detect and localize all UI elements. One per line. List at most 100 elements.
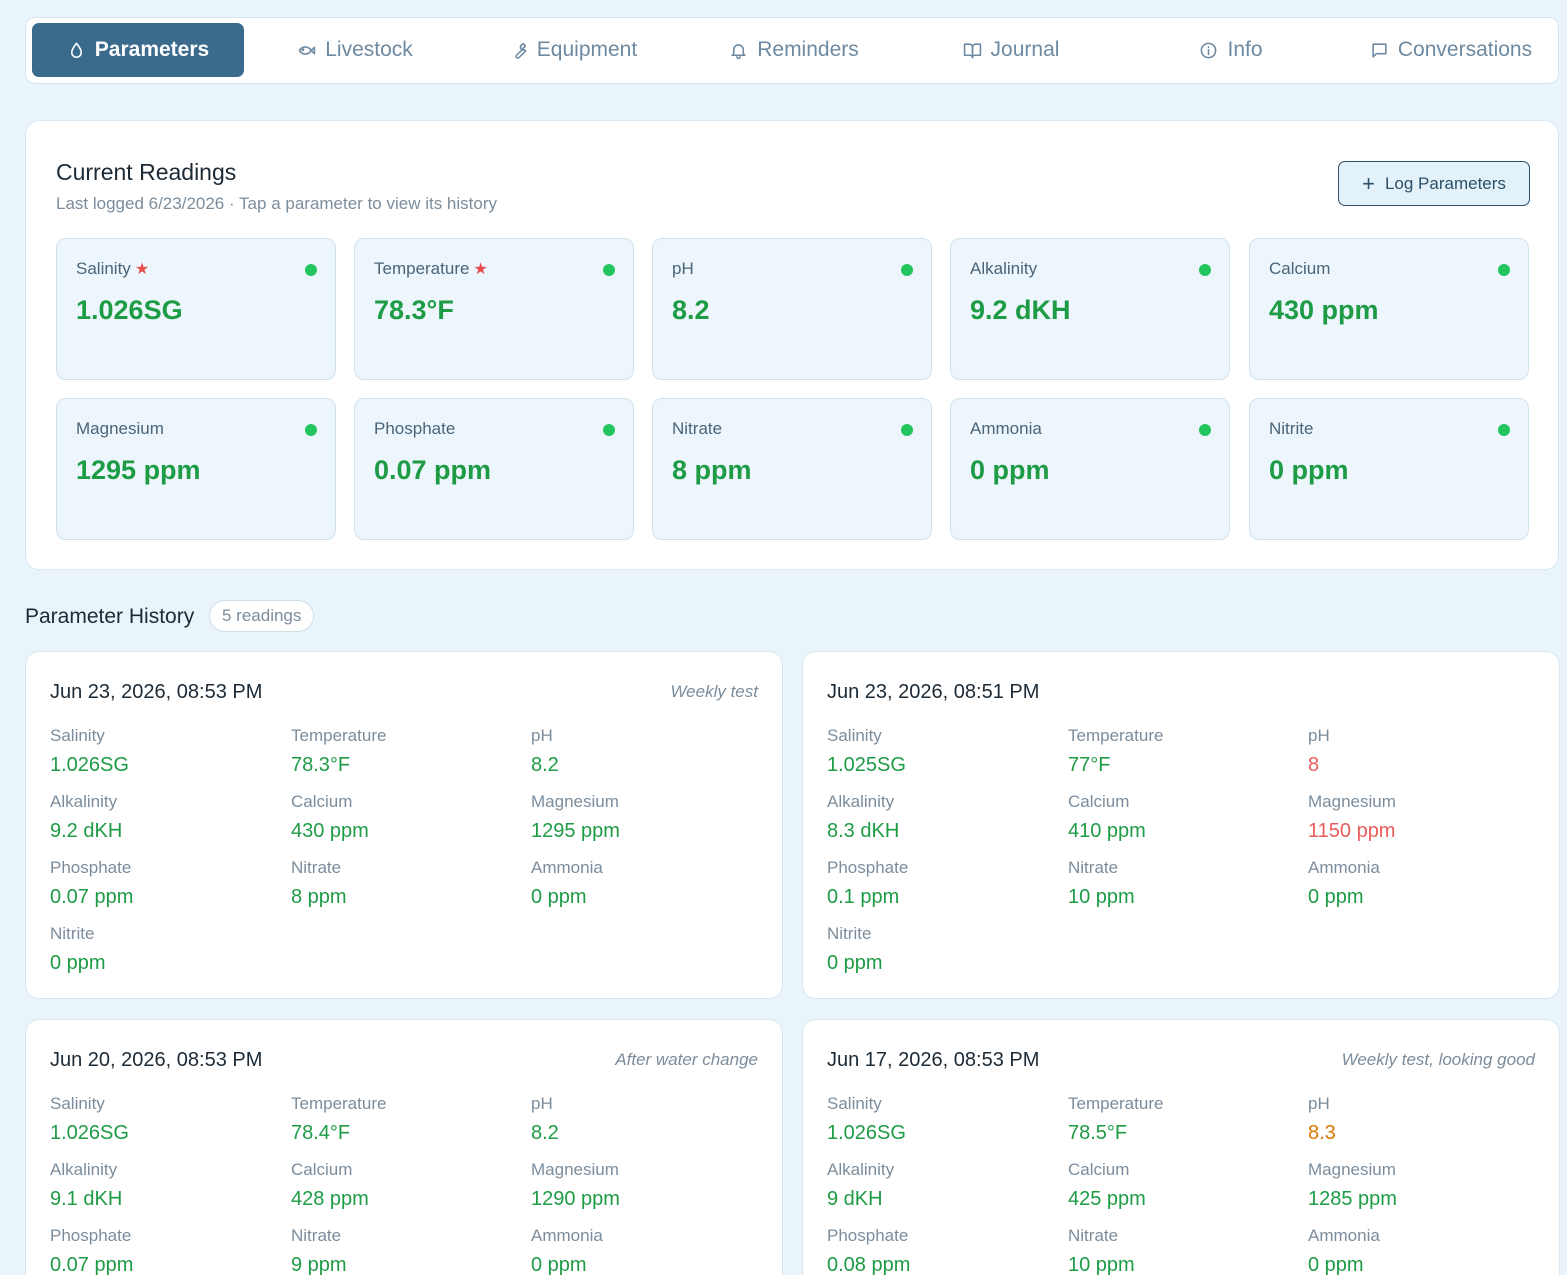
history-entry-card[interactable]: Jun 17, 2026, 08:53 PM Weekly test, looki… bbox=[802, 1019, 1560, 1275]
tab-info[interactable]: Info bbox=[1146, 23, 1316, 77]
reading-cell: Salinity 1.025SG bbox=[827, 726, 1057, 777]
parameter-tile-nitrate[interactable]: Nitrate 8 ppm bbox=[652, 398, 932, 540]
history-entry-card[interactable]: Jun 20, 2026, 08:53 PM After water change… bbox=[25, 1019, 783, 1275]
reading-value: 8.3 dKH bbox=[827, 820, 900, 842]
reading-value: 8.2 bbox=[531, 754, 559, 776]
reading-cell: Ammonia 0 ppm bbox=[531, 1226, 761, 1275]
reading-value: 430 ppm bbox=[291, 820, 369, 842]
parameter-tile-alkalinity[interactable]: Alkalinity 9.2 dKH bbox=[950, 238, 1230, 380]
parameter-name: Temperature ★ bbox=[374, 259, 488, 278]
fish-icon bbox=[298, 45, 316, 55]
current-readings-subtitle: Last logged 6/23/2026 · Tap a parameter … bbox=[56, 194, 497, 213]
reading-label: Magnesium bbox=[1308, 1160, 1396, 1179]
reading-cell: Nitrate 10 ppm bbox=[1068, 1226, 1298, 1275]
parameter-value: 8 ppm bbox=[672, 455, 752, 485]
log-parameters-button[interactable]: + Log Parameters bbox=[1338, 161, 1530, 206]
parameter-tile-calcium[interactable]: Calcium 430 ppm bbox=[1249, 238, 1529, 380]
tab-reminders[interactable]: Reminders bbox=[696, 23, 892, 77]
reading-value: 1150 ppm bbox=[1308, 820, 1396, 842]
reading-label: Temperature bbox=[1068, 1094, 1164, 1113]
reading-cell: Ammonia 0 ppm bbox=[531, 858, 761, 909]
tab-journal[interactable]: Journal bbox=[921, 23, 1101, 77]
reading-value: 0 ppm bbox=[1308, 1254, 1364, 1275]
reading-cell: Calcium 425 ppm bbox=[1068, 1160, 1298, 1211]
tab-parameters[interactable]: Parameters bbox=[32, 23, 244, 77]
reading-label: Magnesium bbox=[531, 792, 619, 811]
reading-value: 1295 ppm bbox=[531, 820, 620, 842]
reading-value: 9.1 dKH bbox=[50, 1188, 123, 1210]
reading-label: Calcium bbox=[1068, 1160, 1130, 1179]
tab-livestock[interactable]: Livestock bbox=[260, 23, 450, 77]
star-icon: ★ bbox=[473, 261, 488, 278]
reading-label: Ammonia bbox=[1308, 858, 1380, 877]
parameter-tile-magnesium[interactable]: Magnesium 1295 ppm bbox=[56, 398, 336, 540]
reading-cell: Nitrate 9 ppm bbox=[291, 1226, 521, 1275]
tab-equipment[interactable]: Equipment bbox=[478, 23, 668, 77]
parameter-tile-temperature[interactable]: Temperature ★ 78.3°F bbox=[354, 238, 634, 380]
wrench-icon bbox=[515, 42, 527, 59]
parameter-tile-nitrite[interactable]: Nitrite 0 ppm bbox=[1249, 398, 1529, 540]
reading-cell: Salinity 1.026SG bbox=[827, 1094, 1057, 1145]
reading-label: Salinity bbox=[827, 1094, 882, 1113]
reading-label: Ammonia bbox=[1308, 1226, 1380, 1245]
parameter-name: Nitrate bbox=[672, 419, 723, 438]
star-icon: ★ bbox=[134, 261, 150, 278]
parameter-tile-phosphate[interactable]: Phosphate 0.07 ppm bbox=[354, 398, 634, 540]
parameter-tile-salinity[interactable]: Salinity ★ 1.026SG bbox=[56, 238, 336, 380]
reading-cell: Magnesium 1295 ppm bbox=[531, 792, 761, 843]
reading-label: Nitrite bbox=[50, 924, 95, 943]
status-dot bbox=[901, 424, 913, 436]
status-dot bbox=[1498, 264, 1510, 276]
reading-label: pH bbox=[531, 1094, 553, 1113]
reading-cell: Salinity 1.026SG bbox=[50, 726, 280, 777]
tab-conversations[interactable]: Conversations bbox=[1351, 23, 1551, 77]
bell-icon bbox=[731, 43, 746, 59]
entry-date: Jun 23, 2026, 08:53 PM bbox=[50, 681, 263, 703]
history-entry-card[interactable]: Jun 23, 2026, 08:53 PM Weekly test Salinit… bbox=[25, 651, 783, 999]
reading-cell: Magnesium 1150 ppm bbox=[1308, 792, 1538, 843]
reading-label: Phosphate bbox=[50, 858, 132, 877]
reading-label: Calcium bbox=[291, 1160, 353, 1179]
reading-cell: Nitrate 10 ppm bbox=[1068, 858, 1298, 909]
reading-cell: Alkalinity 8.3 dKH bbox=[827, 792, 1057, 843]
reading-label: Calcium bbox=[291, 792, 353, 811]
parameter-value: 1295 ppm bbox=[76, 455, 201, 485]
parameter-tile-ammonia[interactable]: Ammonia 0 ppm bbox=[950, 398, 1230, 540]
reading-value: 0 ppm bbox=[50, 952, 106, 974]
reading-cell: Nitrate 8 ppm bbox=[291, 858, 521, 909]
reading-value: 8.3 bbox=[1308, 1122, 1336, 1144]
parameter-name: Nitrite bbox=[1269, 419, 1314, 438]
reading-cell: Phosphate 0.07 ppm bbox=[50, 858, 280, 909]
reading-value: 9.2 dKH bbox=[50, 820, 123, 842]
status-dot bbox=[305, 264, 317, 276]
reading-cell: Phosphate 0.1 ppm bbox=[827, 858, 1057, 909]
status-dot bbox=[901, 264, 913, 276]
entry-note: After water change bbox=[615, 1050, 758, 1069]
reading-value: 1.026SG bbox=[827, 1122, 906, 1144]
reading-value: 0 ppm bbox=[827, 952, 883, 974]
reading-cell: Temperature 78.4°F bbox=[291, 1094, 521, 1145]
reading-label: Alkalinity bbox=[50, 1160, 118, 1179]
status-dot bbox=[1199, 424, 1211, 436]
reading-cell: pH 8.3 bbox=[1308, 1094, 1538, 1145]
parameter-tile-ph[interactable]: pH 8.2 bbox=[652, 238, 932, 380]
reading-cell: Ammonia 0 ppm bbox=[1308, 1226, 1538, 1275]
readings-count-badge: 5 readings bbox=[209, 600, 315, 632]
reading-label: Salinity bbox=[50, 726, 105, 745]
reading-label: Temperature bbox=[291, 1094, 387, 1113]
tab-label: Parameters bbox=[94, 38, 210, 61]
reading-label: Magnesium bbox=[531, 1160, 619, 1179]
droplet-icon bbox=[70, 42, 82, 58]
reading-cell: Temperature 77°F bbox=[1068, 726, 1298, 777]
history-entry-card[interactable]: Jun 23, 2026, 08:51 PM Salinity 1.025SG Tem… bbox=[802, 651, 1560, 999]
tab-bar: Parameters Livestock Equipment Reminders… bbox=[25, 17, 1559, 84]
reading-label: Alkalinity bbox=[827, 792, 895, 811]
entry-note: Weekly test, looking good bbox=[1341, 1050, 1535, 1069]
parameter-value: 0.07 ppm bbox=[374, 455, 492, 485]
reading-label: Phosphate bbox=[827, 1226, 909, 1245]
entry-note: Weekly test bbox=[670, 682, 758, 701]
tab-label: Livestock bbox=[325, 38, 413, 61]
reading-cell: Alkalinity 9 dKH bbox=[827, 1160, 1057, 1211]
reading-label: pH bbox=[1308, 726, 1330, 745]
reading-value: 0.07 ppm bbox=[50, 1254, 134, 1275]
